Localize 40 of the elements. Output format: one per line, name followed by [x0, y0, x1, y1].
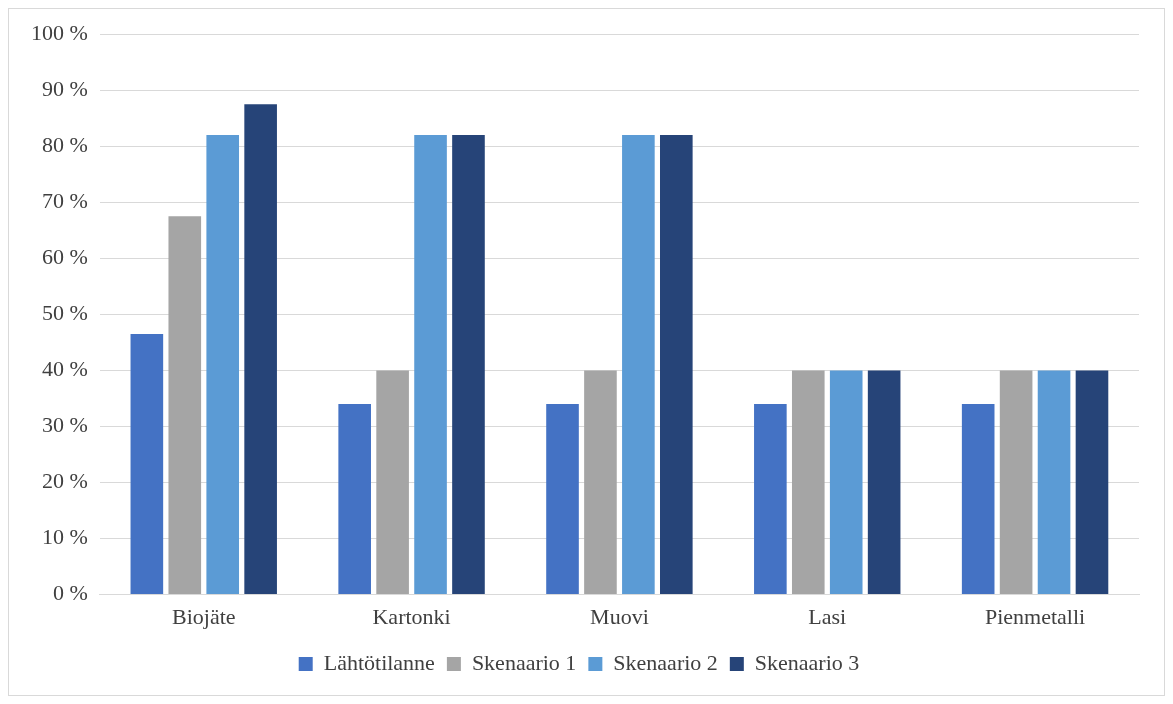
bar	[338, 404, 371, 595]
legend-label: Skenaario 3	[754, 649, 860, 675]
bar	[168, 216, 202, 595]
bar	[244, 104, 277, 595]
x-tick-label: Lasi	[808, 603, 847, 629]
x-tick-label: Biojäte	[171, 603, 236, 629]
bar	[376, 370, 409, 595]
x-tick-label: Pienmetalli	[984, 603, 1086, 629]
y-tick-label: 80 %	[42, 132, 88, 158]
y-tick-label: 70 %	[42, 188, 88, 214]
bar	[206, 135, 240, 595]
bar	[1037, 370, 1071, 595]
y-tick-label: 40 %	[42, 356, 88, 382]
legend-label: Lähtötilanne	[323, 649, 435, 675]
bar	[660, 135, 693, 595]
y-tick-label: 90 %	[42, 76, 88, 102]
bar	[791, 370, 825, 595]
bar	[622, 135, 655, 595]
y-tick-label: 30 %	[42, 412, 88, 438]
y-tick-label: 60 %	[42, 244, 88, 270]
x-tick-label: Kartonki	[372, 603, 451, 629]
bar	[754, 404, 787, 595]
y-tick-label: 100 %	[31, 19, 88, 45]
bar	[130, 334, 164, 595]
y-tick-label: 50 %	[42, 300, 88, 326]
legend-label: Skenaario 1	[471, 649, 577, 675]
y-tick-label: 10 %	[42, 524, 88, 550]
bar	[546, 404, 579, 595]
bar	[999, 370, 1033, 595]
bar	[867, 370, 901, 595]
bar	[961, 404, 995, 595]
y-tick-label: 20 %	[42, 468, 88, 494]
bar	[414, 135, 447, 595]
y-tick-label: 0 %	[53, 580, 88, 606]
bar	[829, 370, 863, 595]
bar	[1075, 370, 1109, 595]
x-tick-label: Muovi	[590, 603, 649, 629]
legend-label: Skenaario 2	[613, 649, 718, 675]
bar	[452, 135, 485, 595]
bar	[584, 370, 617, 595]
